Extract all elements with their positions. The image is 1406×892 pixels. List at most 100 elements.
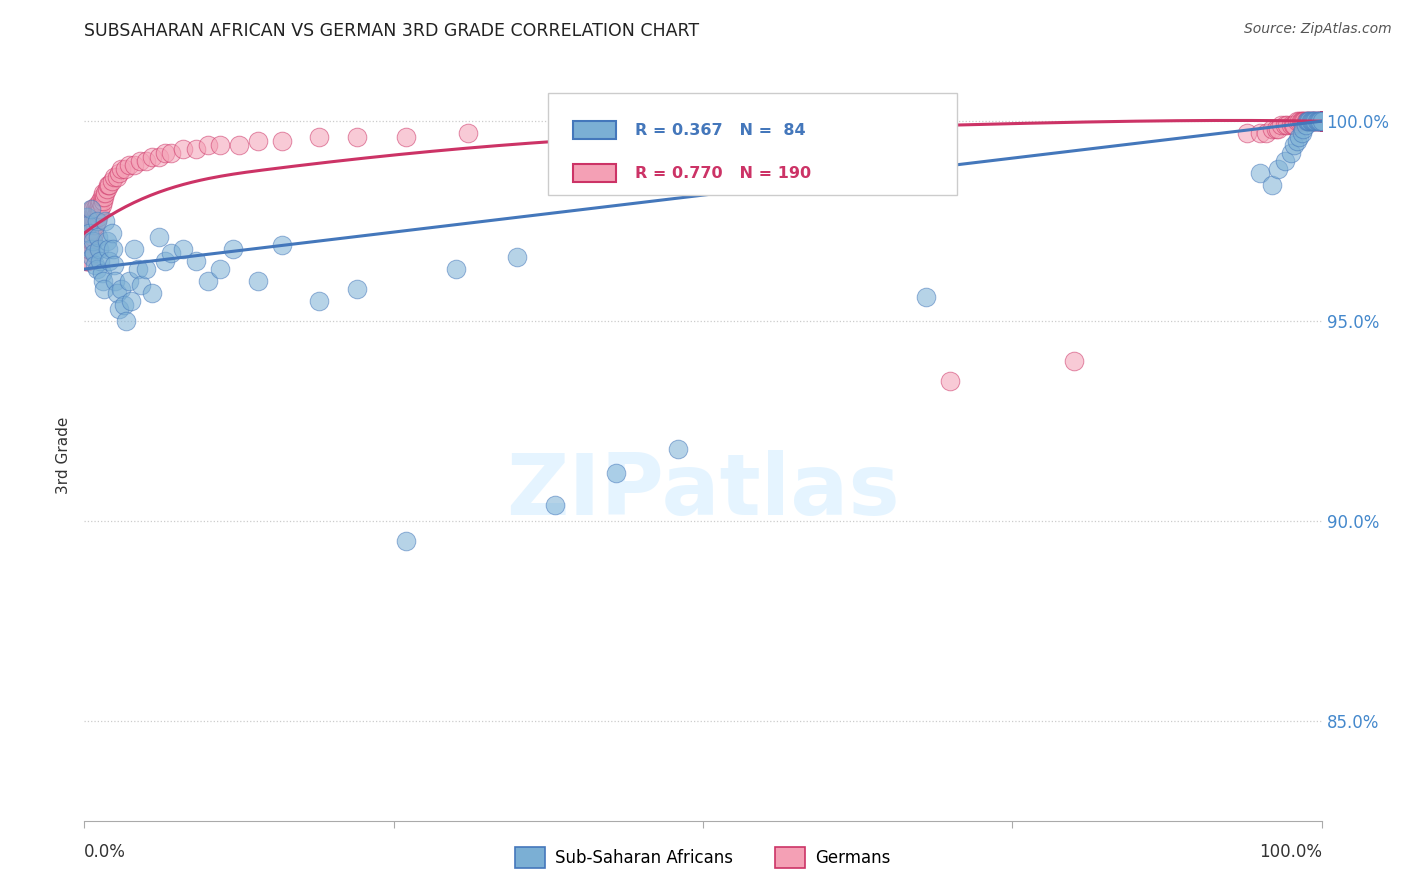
Sub-Saharan Africans bbox=[395, 533, 418, 548]
Germans bbox=[76, 234, 98, 248]
Sub-Saharan Africans bbox=[87, 230, 110, 244]
Germans bbox=[77, 242, 100, 256]
Germans bbox=[1310, 114, 1333, 128]
Germans bbox=[82, 202, 104, 216]
Sub-Saharan Africans bbox=[98, 254, 121, 268]
Germans bbox=[1310, 114, 1333, 128]
Germans bbox=[1310, 114, 1333, 128]
Germans bbox=[1282, 118, 1305, 132]
Germans bbox=[1305, 114, 1327, 128]
Germans bbox=[1310, 114, 1333, 128]
Germans bbox=[1310, 114, 1333, 128]
Germans bbox=[1305, 114, 1327, 128]
Sub-Saharan Africans bbox=[1292, 122, 1315, 136]
Sub-Saharan Africans bbox=[122, 242, 145, 256]
Germans bbox=[1310, 114, 1333, 128]
Sub-Saharan Africans bbox=[96, 234, 118, 248]
Germans bbox=[1310, 114, 1333, 128]
Germans bbox=[1294, 114, 1316, 128]
Sub-Saharan Africans bbox=[197, 274, 219, 288]
Sub-Saharan Africans bbox=[1305, 114, 1327, 128]
Sub-Saharan Africans bbox=[1295, 118, 1317, 132]
Sub-Saharan Africans bbox=[76, 210, 98, 224]
Germans bbox=[135, 154, 157, 169]
Germans bbox=[1310, 114, 1333, 128]
Sub-Saharan Africans bbox=[1284, 138, 1306, 153]
Germans bbox=[1310, 114, 1333, 128]
Germans bbox=[1284, 118, 1306, 132]
Sub-Saharan Africans bbox=[346, 282, 368, 296]
Germans bbox=[1310, 114, 1333, 128]
Germans bbox=[1310, 114, 1333, 128]
Germans bbox=[1310, 114, 1333, 128]
Germans bbox=[1310, 114, 1333, 128]
Sub-Saharan Africans bbox=[543, 498, 565, 512]
Germans bbox=[1310, 114, 1333, 128]
Germans bbox=[1310, 114, 1333, 128]
Germans bbox=[86, 214, 108, 228]
Sub-Saharan Africans bbox=[1298, 114, 1320, 128]
Sub-Saharan Africans bbox=[118, 274, 141, 288]
Y-axis label: 3rd Grade: 3rd Grade bbox=[56, 417, 72, 493]
Germans bbox=[1310, 114, 1333, 128]
Germans bbox=[1274, 118, 1296, 132]
Germans bbox=[86, 198, 108, 212]
Sub-Saharan Africans bbox=[209, 262, 232, 277]
Sub-Saharan Africans bbox=[79, 202, 101, 216]
Germans bbox=[1310, 114, 1333, 128]
Germans bbox=[172, 142, 194, 156]
Sub-Saharan Africans bbox=[129, 278, 152, 293]
Sub-Saharan Africans bbox=[246, 274, 269, 288]
Germans bbox=[1310, 114, 1333, 128]
Germans bbox=[89, 198, 111, 212]
Sub-Saharan Africans bbox=[1302, 114, 1324, 128]
Sub-Saharan Africans bbox=[105, 286, 128, 301]
Germans bbox=[1310, 114, 1333, 128]
Sub-Saharan Africans bbox=[1306, 114, 1329, 128]
Germans bbox=[77, 254, 100, 268]
Text: ZIPatlas: ZIPatlas bbox=[506, 450, 900, 533]
Germans bbox=[1289, 114, 1312, 128]
Germans bbox=[1310, 114, 1333, 128]
Germans bbox=[1310, 114, 1333, 128]
Sub-Saharan Africans bbox=[1296, 114, 1319, 128]
Germans bbox=[1310, 114, 1333, 128]
Sub-Saharan Africans bbox=[1261, 178, 1284, 193]
Germans bbox=[84, 218, 107, 232]
Germans bbox=[1310, 114, 1333, 128]
Germans bbox=[197, 138, 219, 153]
Germans bbox=[84, 210, 107, 224]
Germans bbox=[1310, 114, 1333, 128]
Germans bbox=[1310, 114, 1333, 128]
Sub-Saharan Africans bbox=[90, 266, 112, 280]
Sub-Saharan Africans bbox=[115, 314, 138, 328]
Germans bbox=[83, 206, 105, 220]
Germans bbox=[1310, 114, 1333, 128]
Germans bbox=[93, 190, 115, 204]
Germans bbox=[1310, 114, 1333, 128]
Sub-Saharan Africans bbox=[141, 286, 163, 301]
Sub-Saharan Africans bbox=[84, 258, 107, 272]
Sub-Saharan Africans bbox=[1249, 166, 1271, 180]
Germans bbox=[1264, 122, 1286, 136]
Germans bbox=[98, 178, 121, 193]
Sub-Saharan Africans bbox=[1288, 130, 1310, 145]
Germans bbox=[108, 166, 131, 180]
Germans bbox=[129, 154, 152, 169]
Germans bbox=[1310, 114, 1333, 128]
Germans bbox=[77, 214, 100, 228]
Germans bbox=[89, 206, 111, 220]
Germans bbox=[346, 130, 368, 145]
Sub-Saharan Africans bbox=[120, 293, 142, 308]
Sub-Saharan Africans bbox=[1285, 134, 1308, 148]
Germans bbox=[1310, 114, 1333, 128]
Sub-Saharan Africans bbox=[271, 238, 294, 252]
Germans bbox=[395, 130, 418, 145]
Sub-Saharan Africans bbox=[1309, 114, 1331, 128]
Sub-Saharan Africans bbox=[80, 250, 103, 264]
Germans bbox=[1310, 114, 1333, 128]
Germans bbox=[103, 170, 125, 185]
Germans bbox=[1310, 114, 1333, 128]
Germans bbox=[1296, 114, 1319, 128]
Germans bbox=[75, 254, 97, 268]
